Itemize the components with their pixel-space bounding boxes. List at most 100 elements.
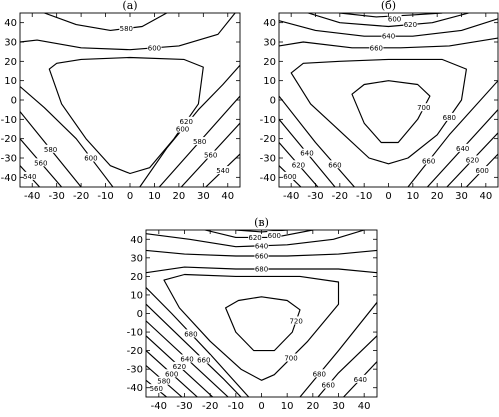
- contour-label-660: 660: [197, 356, 210, 364]
- x-tick-label: -20: [332, 191, 348, 202]
- x-tick-label: 10: [406, 191, 419, 202]
- contour-label-bg: [172, 361, 187, 370]
- contour-label-bg: [369, 43, 384, 52]
- contour-label-560: 560: [150, 385, 163, 393]
- contour-label-640: 640: [180, 355, 193, 363]
- contour-label-bg: [289, 316, 304, 325]
- contour-label-580: 580: [157, 378, 170, 386]
- x-tick-label: 40: [358, 401, 371, 412]
- contour-label-bg: [248, 232, 263, 241]
- contour-line-600: [139, 64, 240, 187]
- contour-label-600: 600: [176, 126, 189, 134]
- contour-label-600: 600: [268, 232, 281, 240]
- contour-label-bg: [196, 355, 211, 364]
- contour-label-bg: [179, 116, 194, 125]
- contour-label-680: 680: [443, 114, 456, 122]
- contour-label-580: 580: [120, 25, 133, 33]
- contour-labels: 6006006006206206206406406406606606606807…: [282, 14, 490, 181]
- x-tick-label: 10: [148, 191, 161, 202]
- panel-title: (а): [122, 0, 137, 12]
- contour-label-620: 620: [466, 156, 479, 164]
- contour-label-720: 720: [289, 317, 302, 325]
- y-tick-label: 10: [4, 76, 17, 87]
- contour-label-bg: [254, 241, 269, 250]
- contour-label-600: 600: [475, 167, 488, 175]
- contour-label-bg: [327, 160, 342, 169]
- contour-label-bg: [455, 143, 470, 152]
- contour-line-700: [163, 273, 340, 381]
- contour-label-640: 640: [255, 242, 268, 250]
- contour-label-600: 600: [388, 15, 401, 23]
- contour-label-bg: [321, 380, 336, 389]
- contour-line-600: [20, 13, 236, 51]
- x-tick-label: -30: [176, 401, 192, 412]
- contour-label-bg: [282, 171, 297, 180]
- y-tick-label: -10: [260, 115, 276, 126]
- contour-label-bg: [465, 155, 480, 164]
- contour-label-bg: [164, 369, 179, 378]
- contour-label-bg: [312, 369, 327, 378]
- contour-label-bg: [33, 158, 48, 167]
- contour-label-bg: [180, 354, 195, 363]
- x-tick-label: -10: [228, 401, 244, 412]
- x-tick-label: 20: [173, 191, 186, 202]
- contour-label-620: 620: [248, 234, 261, 242]
- x-tick-label: 20: [431, 191, 444, 202]
- y-tick-label: -30: [127, 365, 143, 376]
- contour-line-580: [43, 13, 168, 31]
- x-tick-label: -30: [48, 191, 64, 202]
- contour-label-bg: [284, 353, 299, 362]
- contour-label-680: 680: [184, 330, 197, 338]
- y-tick-label: 10: [130, 290, 143, 301]
- y-tick-label: -20: [260, 134, 276, 145]
- y-tick-label: -30: [1, 154, 17, 165]
- contour-label-660: 660: [322, 381, 335, 389]
- contour-label-540: 540: [23, 173, 36, 181]
- x-tick-label: -20: [73, 191, 89, 202]
- y-tick-label: -10: [127, 328, 143, 339]
- contour-label-700: 700: [417, 104, 430, 112]
- y-tick-label: -10: [1, 115, 17, 126]
- x-tick-label: -30: [307, 191, 323, 202]
- contour-panel-3: (в)5605806006006206206406406406606606606…: [127, 216, 378, 412]
- contour-label-560: 560: [34, 159, 47, 167]
- contour-line-660: [407, 80, 498, 187]
- contour-label-bg: [475, 166, 490, 175]
- contour-label-bg: [421, 156, 436, 165]
- x-tick-label: 30: [197, 191, 210, 202]
- contour-line-620: [307, 13, 470, 28]
- contour-label-bg: [387, 14, 402, 23]
- x-tick-label: -40: [24, 191, 40, 202]
- y-tick-label: 20: [4, 57, 17, 68]
- contour-label-bg: [43, 144, 58, 153]
- y-tick-label: 0: [137, 309, 143, 320]
- contour-label-540: 540: [216, 167, 229, 175]
- contour-line-660: [317, 335, 377, 397]
- contour-label-bg: [22, 171, 37, 180]
- contour-label-bg: [416, 103, 431, 112]
- contour-label-bg: [442, 112, 457, 121]
- x-tick-label: 10: [281, 401, 294, 412]
- contour-label-bg: [175, 124, 190, 133]
- contour-panel-1: (а)540540560560580580580600600600620-40-…: [1, 0, 241, 202]
- y-tick-label: 30: [263, 38, 276, 49]
- x-tick-label: 40: [479, 191, 492, 202]
- contour-label-620: 620: [292, 161, 305, 169]
- contour-line-600: [20, 85, 114, 187]
- contour-lines: [20, 13, 240, 187]
- x-tick-label: -20: [202, 401, 218, 412]
- contour-label-580: 580: [193, 138, 206, 146]
- y-tick-label: 20: [263, 57, 276, 68]
- contour-label-620: 620: [180, 118, 193, 126]
- contour-label-bg: [299, 148, 314, 157]
- y-tick-label: 0: [270, 96, 276, 107]
- contour-label-700: 700: [284, 355, 297, 363]
- contour-line-680: [290, 58, 467, 165]
- panel-title: (б): [381, 0, 396, 12]
- contour-line-660: [279, 95, 355, 187]
- contour-label-bg: [119, 23, 134, 32]
- contour-label-bg: [215, 166, 230, 175]
- y-tick-label: 20: [130, 272, 143, 283]
- y-tick-label: 40: [4, 18, 17, 29]
